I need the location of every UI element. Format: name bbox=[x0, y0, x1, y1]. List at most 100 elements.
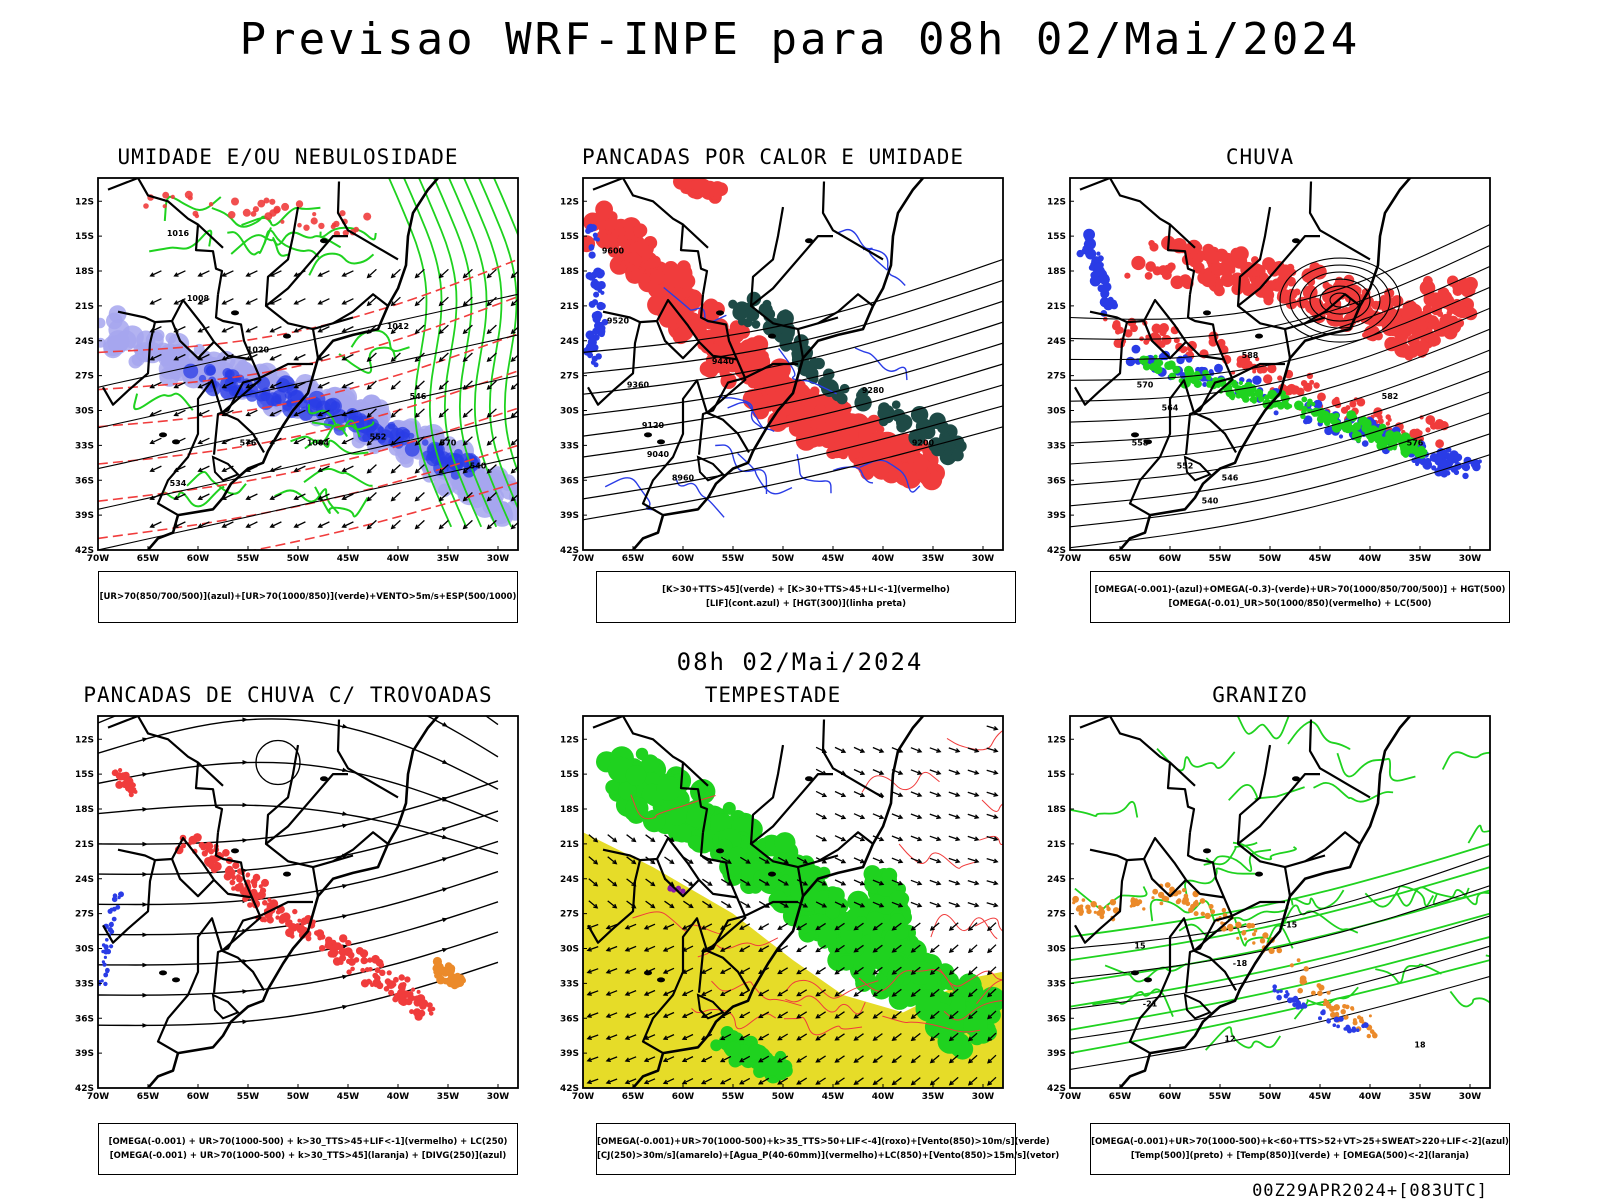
lif-blue-area bbox=[588, 251, 596, 259]
thunder-red-area bbox=[300, 920, 306, 926]
map-granizo-border-line bbox=[1283, 866, 1292, 897]
chuva-iso-label: 552 bbox=[1177, 462, 1194, 471]
wind850-green-area bbox=[774, 832, 796, 854]
wind850-vector bbox=[967, 769, 980, 775]
heat-red-area bbox=[598, 232, 610, 244]
wind850-vector bbox=[796, 1033, 808, 1041]
rain-red-area bbox=[1362, 332, 1368, 338]
wind850-vector bbox=[777, 923, 789, 930]
lon-tick-label: 40W bbox=[1359, 554, 1382, 564]
red-dot-area bbox=[187, 195, 193, 201]
lat-tick-label: 36S bbox=[1047, 1014, 1066, 1024]
hail-blue-area bbox=[1326, 1019, 1331, 1024]
rain-red-area bbox=[1397, 344, 1411, 358]
rain-blue-area bbox=[1107, 296, 1114, 303]
lif-blue-area bbox=[596, 269, 605, 278]
divergence-blue-area bbox=[103, 972, 109, 978]
wind850-vector bbox=[910, 835, 923, 842]
map-tempestade-border-line bbox=[641, 917, 709, 1055]
rain-blue-area bbox=[1083, 228, 1095, 241]
omega-orange-area bbox=[1252, 932, 1256, 937]
granizo-iso-label: 12 bbox=[1224, 1035, 1235, 1044]
thunder-red-area bbox=[285, 920, 293, 928]
map-pancadas-calor-estuary bbox=[696, 455, 725, 482]
lat-tick-label: 30S bbox=[560, 945, 579, 955]
humidity-blue-area bbox=[168, 351, 190, 372]
heat-red-area bbox=[587, 214, 597, 224]
wind850-vector bbox=[815, 1055, 826, 1063]
lon-tick-label: 40W bbox=[387, 554, 410, 564]
thickness-red-dashed bbox=[250, 481, 518, 550]
geopotential-300 bbox=[583, 426, 1003, 521]
wind850-vector bbox=[853, 835, 866, 842]
wind-vector bbox=[149, 353, 162, 361]
temp850-green-contour bbox=[1205, 1026, 1282, 1051]
wind-vector bbox=[510, 521, 518, 530]
omega-orange-area bbox=[1297, 987, 1303, 994]
rain-green-area bbox=[1282, 399, 1289, 406]
calor-iso-label: 9600 bbox=[602, 247, 625, 256]
omega-orange-area bbox=[1296, 958, 1301, 963]
divergence-blue-area bbox=[103, 955, 107, 959]
lat-tick-label: 24S bbox=[75, 875, 94, 885]
lc850-red-contour bbox=[882, 1015, 981, 1033]
wind850-green-area bbox=[888, 954, 904, 970]
rain-red-area bbox=[1296, 387, 1305, 396]
map-tempestade-lake bbox=[768, 871, 776, 877]
lat-tick-label: 39S bbox=[1047, 511, 1066, 521]
heat-red-area bbox=[687, 294, 702, 309]
map-granizo-border-line bbox=[1119, 716, 1412, 1088]
lat-tick-label: 27S bbox=[1047, 910, 1066, 920]
wind850-vector bbox=[929, 747, 942, 753]
omega-orange-area bbox=[1352, 1020, 1358, 1026]
hgt500-contour bbox=[1070, 307, 1490, 402]
wind850-vector bbox=[739, 945, 751, 952]
omega-orange-area bbox=[1090, 901, 1097, 908]
map-trovoadas-border-line bbox=[259, 900, 313, 917]
hail-blue-area bbox=[1272, 984, 1277, 989]
heat-red-area bbox=[647, 238, 656, 247]
hgt500-contour bbox=[1070, 454, 1490, 549]
red-dot-area bbox=[194, 213, 200, 219]
lif-blue-contour bbox=[715, 444, 768, 495]
rain-green-area bbox=[1172, 365, 1181, 374]
wind850-vector bbox=[929, 901, 942, 908]
lat-tick-label: 30S bbox=[560, 407, 579, 417]
wind850-vector bbox=[910, 1010, 921, 1020]
hgt500-contour bbox=[1070, 286, 1490, 381]
rain-red-area bbox=[1229, 267, 1236, 274]
wind850-vector bbox=[624, 989, 637, 996]
geopotential-300 bbox=[583, 342, 1003, 437]
thunder-orange-area bbox=[447, 972, 453, 978]
map-pancadas-calor-border-line bbox=[587, 321, 642, 406]
wind-vector bbox=[149, 465, 162, 473]
wind850-vector bbox=[910, 857, 923, 864]
chuva-iso-label: 570 bbox=[1137, 380, 1154, 389]
wind850-vector bbox=[986, 769, 999, 775]
calor-iso-label: 9280 bbox=[862, 386, 885, 395]
thunder-red-area bbox=[231, 886, 236, 891]
geopotential-300 bbox=[583, 363, 1003, 458]
lif-blue-area bbox=[592, 283, 598, 289]
umidade-iso-label: 1016 bbox=[167, 229, 190, 238]
wind850-vector bbox=[662, 967, 675, 974]
heat-teal-area bbox=[839, 383, 850, 394]
wind850-green-area bbox=[672, 823, 692, 843]
wind850-vector bbox=[624, 1078, 637, 1085]
thunder-red-area bbox=[360, 967, 366, 973]
map-chuva-border-line bbox=[1304, 293, 1361, 325]
map-tempestade-border-line bbox=[817, 831, 874, 863]
rain-red-area bbox=[1334, 396, 1340, 403]
omega-orange-area bbox=[1152, 888, 1159, 895]
lat-tick-label: 30S bbox=[1047, 945, 1066, 955]
heat-red-area bbox=[869, 419, 882, 432]
rain-blue-area bbox=[1477, 459, 1482, 464]
omega-orange-area bbox=[1190, 903, 1196, 910]
wind850-vector bbox=[719, 1055, 732, 1063]
rain-blue-area bbox=[1088, 264, 1095, 271]
wind-vector bbox=[510, 438, 518, 446]
thunder-red-area bbox=[372, 978, 382, 988]
omega-orange-area bbox=[1342, 1004, 1347, 1009]
hail-blue-area bbox=[1276, 994, 1282, 1001]
lon-tick-label: 70W bbox=[572, 554, 595, 564]
